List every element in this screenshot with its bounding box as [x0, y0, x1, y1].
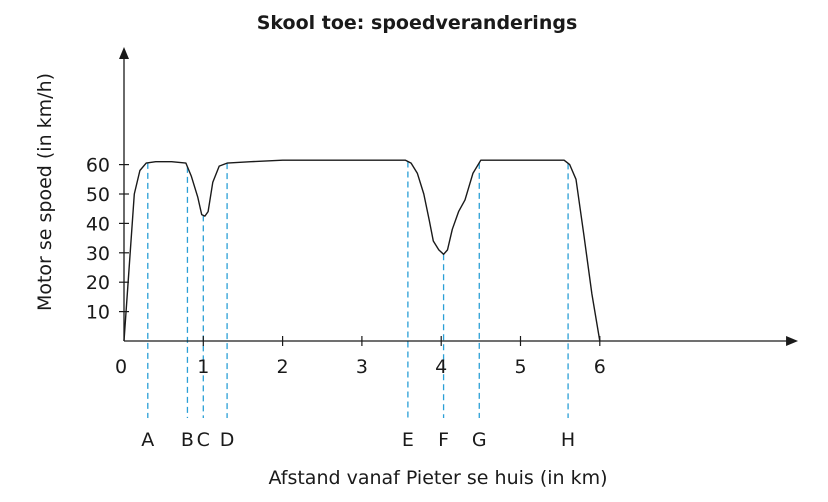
y-tick-label: 20: [86, 272, 110, 294]
y-tick-label: 30: [86, 243, 110, 265]
y-tick-label: 60: [86, 155, 110, 177]
chart-title: Skool toe: spoedveranderings: [257, 12, 578, 34]
tick-labels: 0 1 2 3 4 5 6 10 20 30 40 50 60: [86, 155, 606, 378]
axes: [119, 47, 799, 346]
x-axis-arrow: [786, 336, 799, 346]
marker-label-g: G: [472, 429, 487, 451]
marker-label-e: E: [402, 429, 414, 451]
marker-label-c: C: [197, 429, 210, 451]
marker-label-f: F: [438, 429, 449, 451]
y-tick-label: 10: [86, 302, 110, 324]
x-axis-label: Afstand vanaf Pieter se huis (in km): [268, 467, 607, 489]
x-tick-label: 1: [197, 356, 209, 378]
y-axis-label: Motor se spoed (in km/h): [34, 73, 56, 311]
marker-label-d: D: [220, 429, 235, 451]
x-tick-label: 3: [356, 356, 368, 378]
x-tick-label: 6: [594, 356, 606, 378]
speed-series-line: [123, 159, 601, 342]
marker-label-a: A: [141, 429, 154, 451]
marker-label-h: H: [561, 429, 575, 451]
y-tick-label: 40: [86, 213, 110, 235]
x-tick-label: 0: [115, 356, 127, 378]
x-tick-label: 5: [514, 356, 526, 378]
y-axis-arrow: [119, 47, 129, 59]
y-tick-label: 50: [86, 184, 110, 206]
x-tick-label: 4: [435, 356, 447, 378]
x-tick-label: 2: [277, 356, 289, 378]
marker-lines: [147, 161, 569, 418]
marker-label-b: B: [181, 429, 194, 451]
